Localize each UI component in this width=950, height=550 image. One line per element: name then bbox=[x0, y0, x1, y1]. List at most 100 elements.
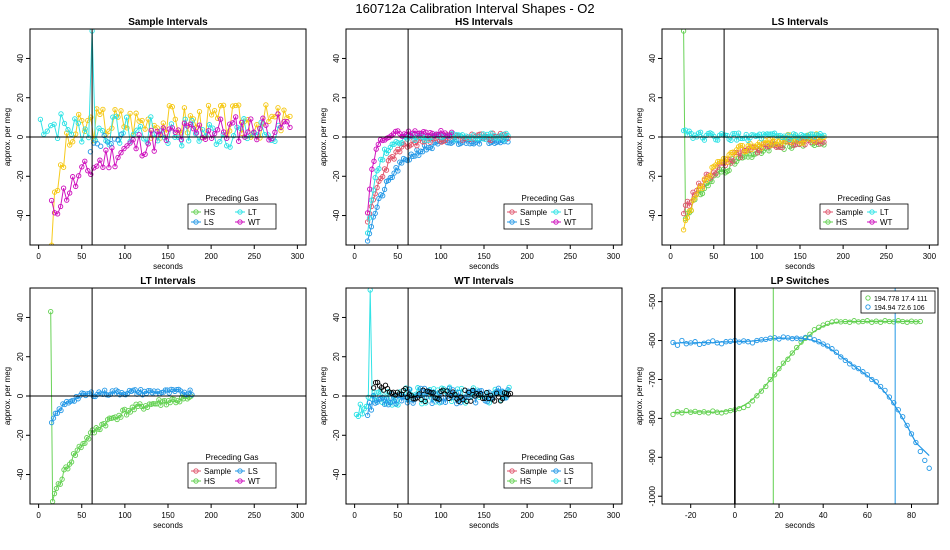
data-point bbox=[904, 422, 910, 429]
data-point bbox=[245, 129, 251, 135]
data-point bbox=[374, 204, 380, 210]
data-point bbox=[220, 129, 227, 135]
data-point bbox=[763, 383, 769, 390]
legend-swatch bbox=[193, 478, 199, 484]
data-point bbox=[163, 137, 169, 144]
data-point bbox=[495, 385, 502, 391]
data-point bbox=[72, 116, 78, 122]
data-point bbox=[393, 401, 399, 407]
plot-area-lp bbox=[670, 318, 932, 471]
y-tick-label: -20 bbox=[648, 170, 657, 182]
data-point bbox=[189, 392, 195, 398]
data-point bbox=[287, 124, 293, 131]
x-tick-label: 100 bbox=[118, 252, 132, 261]
x-tick-label: 300 bbox=[607, 252, 621, 261]
data-point bbox=[97, 426, 103, 433]
series-line bbox=[50, 311, 192, 502]
data-point bbox=[705, 182, 711, 189]
data-point bbox=[368, 224, 375, 230]
data-point bbox=[402, 386, 408, 392]
data-point bbox=[773, 133, 780, 139]
data-point bbox=[88, 389, 95, 395]
data-point bbox=[794, 344, 800, 351]
data-point bbox=[148, 114, 154, 120]
data-point bbox=[236, 138, 242, 144]
data-point bbox=[699, 185, 706, 191]
data-point bbox=[728, 137, 734, 144]
legend-box bbox=[503, 462, 593, 489]
series-194.94-72.6-106 bbox=[670, 334, 932, 471]
data-point bbox=[374, 184, 380, 191]
data-point bbox=[269, 113, 275, 120]
x-tick-label: 250 bbox=[248, 511, 262, 520]
data-point bbox=[136, 118, 142, 124]
data-point bbox=[478, 135, 485, 142]
legend-swatch bbox=[237, 468, 243, 474]
y-tick-label: -40 bbox=[16, 209, 25, 221]
legend-swatch bbox=[193, 468, 199, 474]
x-tick-label: 300 bbox=[291, 252, 305, 261]
data-point bbox=[401, 131, 407, 137]
data-point bbox=[376, 166, 382, 172]
data-point bbox=[53, 485, 60, 492]
data-point bbox=[448, 398, 455, 405]
legend-box bbox=[503, 203, 593, 230]
legend-label: 194.778 17.4 111 bbox=[874, 296, 928, 303]
data-point bbox=[758, 145, 765, 151]
data-point bbox=[213, 141, 219, 147]
y-tick-label: -40 bbox=[332, 209, 341, 221]
x-tick-label: 0 bbox=[352, 511, 357, 520]
series-line bbox=[51, 104, 291, 245]
figure-title: 160712a Calibration Interval Shapes - O2 bbox=[355, 1, 595, 16]
data-point bbox=[61, 120, 68, 127]
data-point bbox=[430, 390, 436, 396]
legend-box bbox=[187, 203, 277, 230]
y-tick-label: 40 bbox=[16, 312, 25, 321]
data-point bbox=[260, 115, 266, 121]
data-point bbox=[79, 117, 85, 124]
x-tick-label: 50 bbox=[77, 252, 86, 261]
data-point bbox=[214, 127, 221, 133]
legend-swatch bbox=[825, 209, 831, 215]
data-point bbox=[399, 398, 405, 404]
x-tick-label: 150 bbox=[161, 511, 175, 520]
data-point bbox=[756, 131, 763, 137]
data-point bbox=[108, 141, 114, 147]
data-point bbox=[139, 153, 145, 159]
data-point bbox=[674, 342, 681, 348]
data-point bbox=[478, 387, 485, 394]
data-point bbox=[732, 130, 738, 137]
series-lt bbox=[680, 127, 827, 144]
data-point bbox=[127, 409, 134, 415]
y-tick-label: -800 bbox=[648, 410, 657, 427]
legend-label: WT bbox=[248, 218, 261, 227]
x-tick-label: 50 bbox=[393, 511, 402, 520]
data-point bbox=[688, 207, 694, 213]
legend-label: LT bbox=[248, 208, 257, 217]
data-point bbox=[127, 110, 133, 117]
data-point bbox=[855, 365, 862, 372]
data-point bbox=[266, 118, 272, 125]
y-tick-label: 20 bbox=[648, 93, 657, 102]
x-axis-label: seconds bbox=[153, 521, 183, 530]
legend-label: HS bbox=[520, 477, 531, 486]
y-tick-label: 0 bbox=[648, 134, 657, 139]
legend-swatch bbox=[193, 219, 199, 225]
x-tick-label: 20 bbox=[775, 511, 784, 520]
data-point bbox=[158, 402, 164, 408]
data-point bbox=[227, 128, 233, 134]
y-tick-label: -40 bbox=[16, 468, 25, 480]
x-tick-label: 250 bbox=[880, 252, 894, 261]
data-point bbox=[112, 106, 118, 113]
data-point bbox=[380, 173, 386, 180]
data-point bbox=[715, 158, 721, 165]
legend-label: LS bbox=[204, 218, 214, 227]
x-tick-label: 60 bbox=[863, 511, 872, 520]
data-point bbox=[82, 126, 88, 132]
data-point bbox=[79, 139, 85, 145]
data-point bbox=[137, 123, 144, 130]
data-point bbox=[248, 116, 254, 122]
data-point bbox=[82, 158, 88, 164]
data-point bbox=[103, 423, 109, 429]
data-point bbox=[145, 141, 151, 147]
